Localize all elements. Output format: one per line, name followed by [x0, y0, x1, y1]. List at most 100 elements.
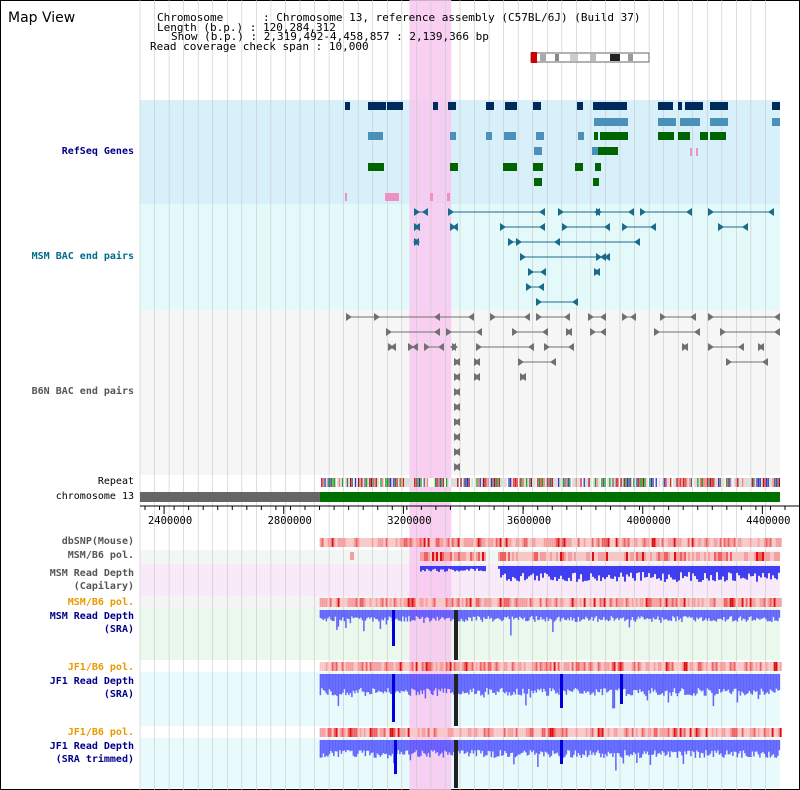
jf1-depth-sra-bars-bar — [357, 674, 359, 693]
jf1-depth-sra-bars-bar — [477, 674, 479, 691]
gene-feature — [710, 102, 728, 110]
jf1-depth-trim-bars-bar — [678, 740, 680, 752]
msm-pol1-strip-cell — [572, 552, 574, 561]
jf1-pol1-strip-cell — [533, 662, 536, 671]
msm-pol2-strip-cell — [389, 598, 392, 607]
b6n-bac-pair-end — [374, 313, 380, 321]
jf1-depth-sra-bars-bar — [637, 674, 640, 694]
msm-pol1-strip-cell — [704, 552, 706, 561]
msm-pol2-strip-cell — [405, 598, 408, 607]
msm-pol2-strip-cell — [745, 598, 748, 607]
msm-depth-sra-bars-bar — [759, 610, 761, 620]
jf1-depth-trim-bars-bar — [478, 740, 481, 751]
repeat-feature — [566, 478, 568, 487]
jf1-depth-sra-bars-bar — [504, 674, 506, 694]
jf1-pol1-strip-cell — [431, 662, 434, 671]
track-label-chromosome[interactable]: chromosome 13 — [55, 491, 134, 502]
msm-depth-cap-bar — [650, 566, 652, 578]
track-label-msm-depth-sra[interactable]: MSM Read Depth — [49, 611, 134, 622]
track-label-jf1-b6-pol-1[interactable]: JF1/B6 pol. — [67, 662, 134, 673]
dbsnp-strip-cell — [325, 538, 328, 547]
msm-depth-cap-bar — [456, 566, 458, 571]
msm-depth-sra-bars-bar — [579, 610, 581, 622]
jf1-pol2-strip-cell — [647, 728, 650, 737]
jf1-depth-trim-bars-bar — [382, 740, 385, 754]
track-label-msm-bac[interactable]: MSM BAC end pairs — [31, 251, 134, 262]
jf1-pol1-strip-cell — [663, 662, 666, 671]
msm-depth-sra-bars-bar — [400, 610, 403, 622]
jf1-pol2-strip-cell — [497, 728, 500, 737]
msm-pol1-strip-cell — [548, 552, 550, 561]
track-label-refseq[interactable]: RefSeq Genes — [61, 146, 134, 157]
track-label-jf1-depth-trimmed[interactable]: JF1 Read Depth — [49, 741, 134, 752]
jf1-pol2-strip-cell — [685, 728, 688, 737]
track-label-msm-b6-pol-2[interactable]: MSM/B6 pol. — [67, 597, 134, 608]
msm-depth-sra-bars-bar — [706, 610, 709, 621]
jf1-pol1-strip-cell — [615, 662, 618, 671]
track-label-msm-depth-capillary[interactable]: MSM Read Depth — [49, 568, 134, 579]
jf1-pol1-strip-cell — [747, 662, 750, 671]
jf1-depth-sra-bars-bar — [705, 674, 707, 696]
track-label-dbsnp[interactable]: dbSNP(Mouse) — [61, 536, 134, 547]
msm-pol2-strip-cell — [731, 598, 734, 607]
jf1-pol1-strip-cell — [769, 662, 772, 671]
dbsnp-strip-cell — [741, 538, 744, 547]
jf1-depth-trim-bars-bar — [693, 740, 695, 753]
jf1-pol1-strip-cell — [389, 662, 392, 671]
jf1-pol2-strip-cell — [751, 728, 754, 737]
dbsnp-strip-cell — [633, 538, 636, 547]
jf1-pol2-strip-cell — [529, 728, 532, 737]
jf1-depth-trim-bars-bar — [369, 740, 371, 756]
jf1-depth-trim-bars-bar — [429, 740, 431, 758]
msm-pol2-strip-cell — [677, 598, 680, 607]
msm-depth-cap-bar — [500, 566, 502, 578]
jf1-pol1-strip-cell — [419, 662, 422, 671]
jf1-pol1-strip-cell — [511, 662, 514, 671]
msm-depth-sra-bars-bar — [439, 610, 442, 619]
gene-feature — [368, 132, 383, 140]
msm-depth-sra-bars-bar — [720, 610, 722, 619]
dbsnp-strip-cell — [341, 538, 344, 547]
repeat-feature — [433, 478, 435, 487]
jf1-depth-trim-bars-bar — [777, 740, 779, 756]
msm-depth-sra-bars-bar — [408, 610, 410, 617]
jf1-pol2-strip-cell — [419, 728, 422, 737]
dbsnp-strip-cell — [487, 538, 490, 547]
msm-depth-sra-bars-bar — [669, 610, 671, 621]
msm-depth-sra-bars-bar — [357, 610, 359, 618]
jf1-pol1-strip-cell — [345, 662, 348, 671]
jf1-pol1-strip-cell — [451, 662, 454, 671]
jf1-depth-trim-bars-bar — [709, 740, 712, 754]
jf1-pol1-strip-cell — [445, 662, 448, 671]
track-label-b6n-bac[interactable]: B6N BAC end pairs — [31, 386, 134, 397]
jf1-pol2-strip-cell — [377, 728, 380, 737]
msm-depth-cap-bar — [720, 566, 722, 580]
jf1-depth-trim-bars-bar — [736, 740, 739, 758]
jf1-pol1-strip-cell — [657, 662, 660, 671]
jf1-depth-sra-bars-bar — [511, 674, 514, 695]
jf1-depth-sra-bars-bar — [631, 674, 634, 696]
dbsnp-strip-cell — [385, 538, 388, 547]
track-label-repeat[interactable]: Repeat — [97, 476, 134, 487]
jf1-depth-trim-bars-bar — [442, 740, 445, 758]
jf1-pol2-strip-cell — [707, 728, 710, 737]
jf1-pol2-strip-cell — [431, 728, 434, 737]
jf1-depth-sra-bars-bar — [778, 674, 781, 691]
jf1-depth-sra-bars-bar — [381, 674, 383, 692]
track-label-jf1-depth-sra[interactable]: JF1 Read Depth — [49, 676, 134, 687]
jf1-pol1-strip-cell — [417, 662, 420, 671]
track-label-jf1-b6-pol-2[interactable]: JF1/B6 pol. — [67, 727, 134, 738]
msm-pol2-strip-cell — [757, 598, 760, 607]
dbsnp-strip-cell — [381, 538, 384, 547]
track-label-msm-b6-pol-1[interactable]: MSM/B6 pol. — [67, 550, 134, 561]
dbsnp-strip-cell — [517, 538, 520, 547]
msm-depth-sra-bars-bar — [703, 610, 706, 621]
jf1-depth-sra-bars-bar — [672, 674, 674, 692]
jf1-pol2-strip-cell — [761, 728, 764, 737]
msm-pol1-strip-cell — [688, 552, 690, 561]
jf1-depth-trim-bars-bar — [733, 740, 736, 752]
dbsnp-strip-cell — [569, 538, 572, 547]
dbsnp-strip-cell — [605, 538, 608, 547]
jf1-pol2-strip-cell — [559, 728, 562, 737]
